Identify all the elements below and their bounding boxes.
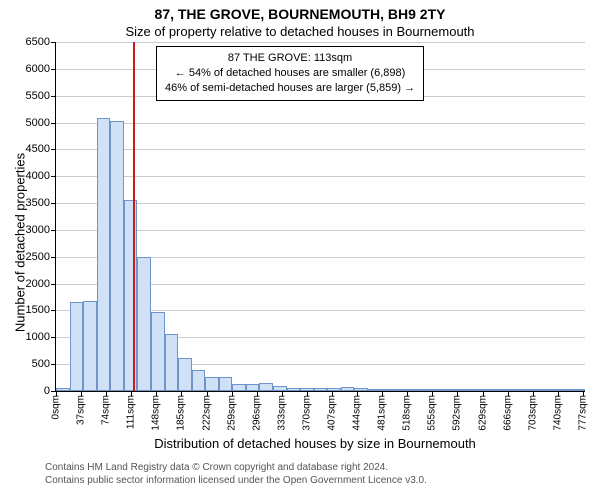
x-tick-label: 555sqm <box>427 395 438 431</box>
x-tick-label: 518sqm <box>402 395 413 431</box>
x-tick-label: 37sqm <box>76 395 87 425</box>
histogram-bar <box>219 377 233 391</box>
x-tick-label: 444sqm <box>352 395 363 431</box>
histogram-bar <box>558 389 572 391</box>
y-tick-label: 500 <box>32 358 50 370</box>
x-tick-label: 0sqm <box>51 395 62 419</box>
y-tick-mark <box>51 337 56 338</box>
x-tick-label: 740sqm <box>552 395 563 431</box>
histogram-bar <box>259 383 273 391</box>
histogram-bar <box>97 118 111 391</box>
x-axis-label: Distribution of detached houses by size … <box>40 436 590 451</box>
y-tick-label: 1500 <box>26 304 50 316</box>
x-tick-label: 481sqm <box>377 395 388 431</box>
histogram-bar <box>504 389 518 391</box>
annotation-box: 87 THE GROVE: 113sqm← 54% of detached ho… <box>156 46 424 101</box>
y-tick-mark <box>51 42 56 43</box>
y-tick-label: 4000 <box>26 170 50 182</box>
x-tick-label: 666sqm <box>502 395 513 431</box>
histogram-bar <box>56 388 70 391</box>
histogram-bar <box>110 121 124 391</box>
histogram-bar <box>449 389 463 391</box>
histogram-bar <box>178 358 192 391</box>
y-tick-mark <box>51 364 56 365</box>
footer-line: Contains public sector information licen… <box>45 475 590 488</box>
y-tick-label: 0 <box>44 385 50 397</box>
y-tick-mark <box>51 203 56 204</box>
gridline <box>56 42 585 43</box>
property-marker-line <box>133 42 135 391</box>
histogram-bar <box>232 384 246 391</box>
histogram-bar <box>544 389 558 391</box>
histogram-bar <box>517 389 531 391</box>
x-tick-label: 629sqm <box>477 395 488 431</box>
x-tick-label: 333sqm <box>276 395 287 431</box>
chart-subtitle: Size of property relative to detached ho… <box>0 24 600 39</box>
histogram-bar <box>490 389 504 391</box>
histogram-bar <box>314 388 328 391</box>
x-tick-label: 777sqm <box>577 395 588 431</box>
y-tick-mark <box>51 149 56 150</box>
histogram-bar <box>83 301 97 391</box>
histogram-bar <box>246 384 260 391</box>
y-tick-mark <box>51 176 56 177</box>
y-tick-label: 5000 <box>26 117 50 129</box>
y-tick-mark <box>51 284 56 285</box>
y-tick-label: 6500 <box>26 36 50 48</box>
histogram-bar <box>436 389 450 391</box>
x-tick-label: 111sqm <box>126 395 137 429</box>
y-tick-label: 4500 <box>26 143 50 155</box>
gridline <box>56 149 585 150</box>
histogram-bar <box>422 389 436 391</box>
histogram-bar <box>205 377 219 391</box>
x-tick-label: 185sqm <box>176 395 187 431</box>
footer-line: Contains HM Land Registry data © Crown c… <box>45 462 590 475</box>
attribution-footer: Contains HM Land Registry data © Crown c… <box>45 462 590 487</box>
y-tick-label: 1000 <box>26 331 50 343</box>
histogram-bar <box>368 389 382 391</box>
y-tick-label: 2500 <box>26 251 50 263</box>
histogram-bar <box>287 388 301 391</box>
x-tick-label: 296sqm <box>251 395 262 431</box>
x-tick-label: 370sqm <box>301 395 312 431</box>
x-tick-label: 703sqm <box>527 395 538 431</box>
annotation-line: ← 54% of detached houses are smaller (6,… <box>165 66 415 81</box>
annotation-line: 46% of semi-detached houses are larger (… <box>165 81 415 96</box>
y-tick-label: 6000 <box>26 63 50 75</box>
histogram-plot: 0500100015002000250030003500400045005000… <box>55 42 585 392</box>
histogram-bar <box>463 389 477 391</box>
y-tick-mark <box>51 310 56 311</box>
y-tick-mark <box>51 69 56 70</box>
histogram-bar <box>165 334 179 391</box>
histogram-bar <box>273 386 287 391</box>
y-tick-mark <box>51 257 56 258</box>
histogram-bar <box>70 302 84 391</box>
histogram-bar <box>124 200 138 391</box>
x-tick-label: 222sqm <box>201 395 212 431</box>
chart-title: 87, THE GROVE, BOURNEMOUTH, BH9 2TY <box>0 6 600 22</box>
gridline <box>56 123 585 124</box>
y-tick-mark <box>51 96 56 97</box>
y-tick-mark <box>51 230 56 231</box>
histogram-bar <box>327 388 341 391</box>
x-tick-label: 259sqm <box>226 395 237 431</box>
x-tick-label: 592sqm <box>452 395 463 431</box>
x-tick-label: 407sqm <box>327 395 338 431</box>
y-tick-mark <box>51 123 56 124</box>
histogram-bar <box>151 312 165 391</box>
y-tick-label: 5500 <box>26 90 50 102</box>
x-tick-label: 74sqm <box>101 395 112 425</box>
histogram-bar <box>192 370 206 391</box>
histogram-bar <box>137 257 151 391</box>
gridline <box>56 176 585 177</box>
y-tick-label: 3000 <box>26 224 50 236</box>
x-tick-label: 148sqm <box>151 395 162 431</box>
annotation-line: 87 THE GROVE: 113sqm <box>165 51 415 66</box>
histogram-bar <box>341 387 355 391</box>
histogram-bar <box>382 389 396 391</box>
y-tick-label: 2000 <box>26 278 50 290</box>
histogram-bar <box>409 389 423 391</box>
y-tick-label: 3500 <box>26 197 50 209</box>
